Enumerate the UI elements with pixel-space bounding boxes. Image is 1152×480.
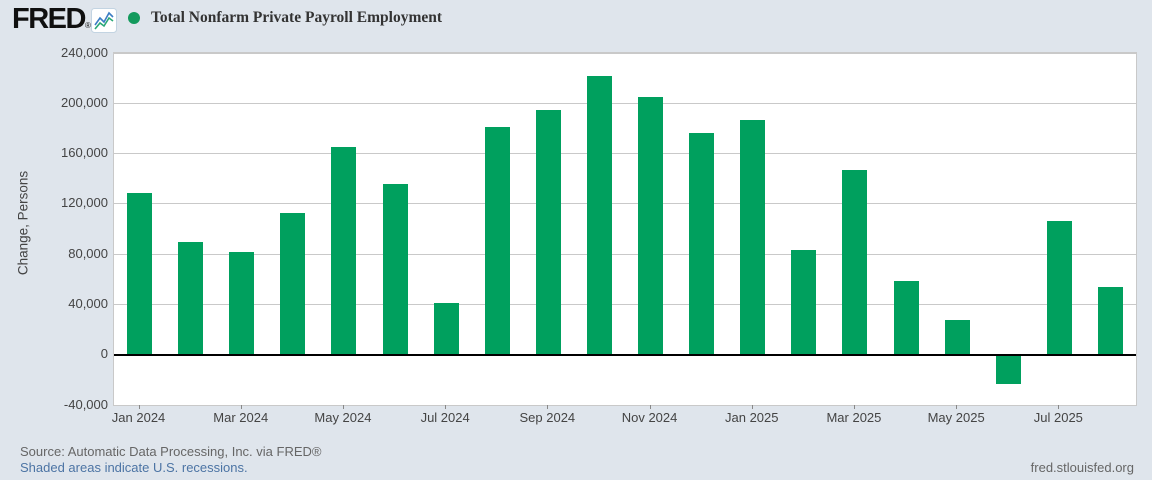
x-tick-mark — [445, 405, 447, 409]
x-tick-mark — [1058, 405, 1060, 409]
x-tick-mark — [956, 405, 958, 409]
gridline — [114, 52, 1136, 54]
zero-baseline — [114, 353, 1136, 356]
y-tick-label: 0 — [100, 346, 108, 362]
x-tick-label: Mar 2024 — [213, 410, 269, 425]
bar-jul-2025[interactable] — [1046, 221, 1072, 355]
bar-mar-2024[interactable] — [229, 251, 255, 355]
bar-dec-2024[interactable] — [689, 133, 715, 355]
gridline — [114, 404, 1136, 406]
source-note: Source: Automatic Data Processing, Inc. … — [20, 444, 322, 459]
x-tick-label: Jul 2025 — [1033, 410, 1083, 425]
x-tick-mark — [751, 405, 753, 409]
bar-jan-2024[interactable] — [127, 192, 153, 355]
series-legend-dot-icon — [128, 12, 140, 24]
x-tick-mark — [240, 405, 242, 409]
bar-sep-2024[interactable] — [535, 109, 561, 355]
bar-may-2024[interactable] — [331, 147, 357, 355]
bar-feb-2025[interactable] — [791, 250, 817, 355]
gridline — [114, 253, 1136, 255]
fred-logo-text: FRED — [12, 3, 86, 35]
x-tick-mark — [547, 405, 549, 409]
fred-site-link[interactable]: fred.stlouisfed.org — [1030, 460, 1134, 475]
x-tick-label: Sep 2024 — [519, 410, 576, 425]
fred-sparkline-icon — [91, 8, 117, 38]
fred-logo[interactable]: FRED® — [12, 4, 91, 41]
bar-apr-2024[interactable] — [280, 212, 306, 355]
x-tick-label: May 2024 — [314, 410, 372, 425]
gridline — [114, 303, 1136, 305]
bar-nov-2024[interactable] — [638, 97, 664, 355]
bar-may-2025[interactable] — [944, 319, 970, 355]
x-tick-label: Nov 2024 — [621, 410, 678, 425]
x-tick-label: Jul 2024 — [420, 410, 470, 425]
x-tick-mark — [138, 405, 140, 409]
x-tick-mark — [649, 405, 651, 409]
y-tick-label: -40,000 — [63, 396, 108, 412]
x-tick-label: Mar 2025 — [826, 410, 882, 425]
y-tick-label: 240,000 — [61, 44, 108, 60]
y-tick-label: 200,000 — [61, 94, 108, 110]
registered-mark: ® — [84, 21, 91, 30]
bar-jun-2025[interactable] — [995, 354, 1021, 384]
chart-title: Total Nonfarm Private Payroll Employment — [151, 9, 443, 26]
bar-aug-2024[interactable] — [484, 127, 510, 355]
x-tick-mark — [853, 405, 855, 409]
gridline — [114, 203, 1136, 205]
chart-plot-area — [113, 52, 1137, 406]
y-tick-label: 40,000 — [68, 295, 108, 311]
gridline — [114, 153, 1136, 155]
gridline — [114, 102, 1136, 104]
x-tick-label: Jan 2025 — [725, 410, 779, 425]
bar-aug-2025[interactable] — [1097, 286, 1123, 355]
y-tick-label: 160,000 — [61, 145, 108, 161]
x-tick-mark — [342, 405, 344, 409]
bar-jul-2024[interactable] — [433, 303, 459, 355]
y-tick-label: 80,000 — [68, 245, 108, 261]
bar-mar-2025[interactable] — [842, 169, 868, 355]
bar-jun-2024[interactable] — [382, 183, 408, 355]
bar-jan-2025[interactable] — [740, 119, 766, 355]
x-tick-label: May 2025 — [927, 410, 985, 425]
bar-oct-2024[interactable] — [586, 75, 612, 355]
bar-apr-2025[interactable] — [893, 280, 919, 355]
x-tick-label: Jan 2024 — [111, 410, 166, 425]
bar-feb-2024[interactable] — [178, 241, 204, 355]
y-tick-label: 120,000 — [61, 195, 108, 211]
recession-note-link[interactable]: Shaded areas indicate U.S. recessions. — [20, 460, 248, 475]
